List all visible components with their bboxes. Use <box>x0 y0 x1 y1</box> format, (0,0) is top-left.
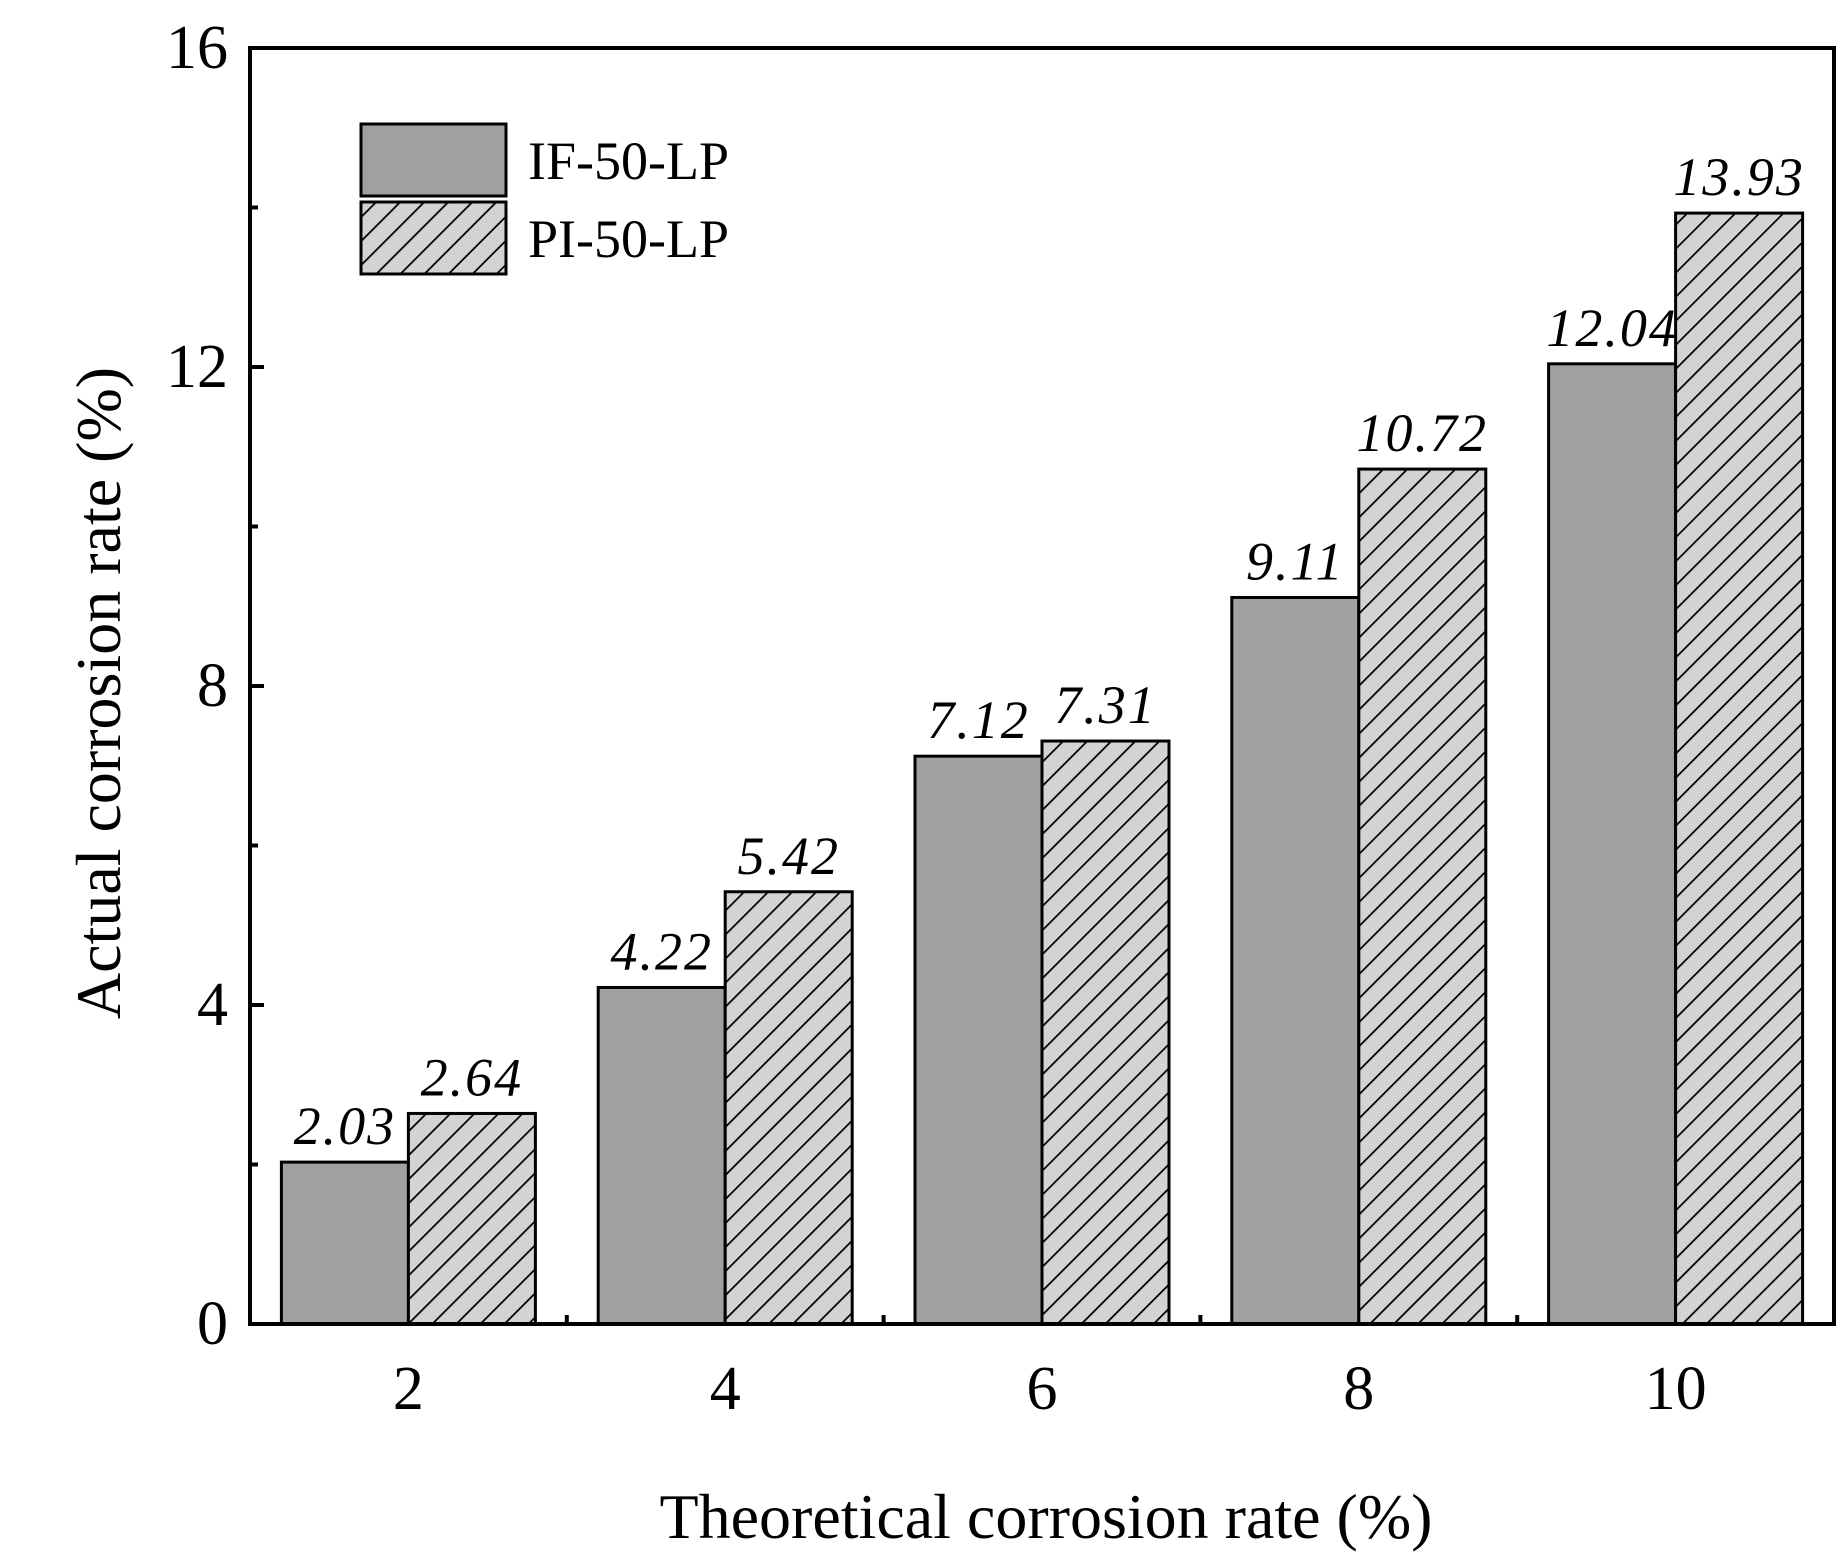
bar-if-50-lp-4 <box>596 985 727 1326</box>
bar-pi-50-lp-10 <box>1674 211 1805 1326</box>
bar-pi-50-lp-2 <box>406 1111 537 1326</box>
data-label-pi-50-lp-4: 5.42 <box>737 826 840 886</box>
data-label-if-50-lp-10: 12.04 <box>1546 298 1678 358</box>
y-tick-label: 12 <box>166 333 228 401</box>
x-axis-title: Theoretical corrosion rate (%) <box>660 1481 1433 1552</box>
bar-pi-50-lp-8 <box>1357 467 1488 1326</box>
x-tick-label-10: 10 <box>1645 1355 1707 1423</box>
legend-swatch-pi-50-lp <box>359 200 508 276</box>
data-label-pi-50-lp-10: 13.93 <box>1673 147 1805 207</box>
data-label-pi-50-lp-6: 7.31 <box>1054 675 1157 735</box>
legend-label-pi-50-lp: PI-50-LP <box>528 209 729 269</box>
data-label-if-50-lp-8: 9.11 <box>1246 531 1345 591</box>
bar-pi-50-lp-4 <box>723 890 854 1326</box>
x-tick-label-2: 2 <box>393 1355 424 1423</box>
data-label-if-50-lp-2: 2.03 <box>294 1096 397 1156</box>
bar-if-50-lp-10 <box>1547 362 1678 1326</box>
legend-label-if-50-lp: IF-50-LP <box>528 131 729 191</box>
y-tick-label: 4 <box>197 971 228 1039</box>
bar-if-50-lp-8 <box>1230 595 1361 1326</box>
plot-area: 2.03 2.64 4.22 5.42 7.12 7.31 9.11 10.72 12.04 13… <box>166 14 1836 1423</box>
y-tick-label: 8 <box>197 652 228 720</box>
x-tick-label-6: 6 <box>1027 1355 1058 1423</box>
x-tick-label-4: 4 <box>710 1355 741 1423</box>
bar-pi-50-lp-6 <box>1040 739 1171 1326</box>
data-label-pi-50-lp-2: 2.64 <box>421 1047 524 1107</box>
data-label-if-50-lp-4: 4.22 <box>610 921 713 981</box>
x-tick-label-8: 8 <box>1343 1355 1374 1423</box>
y-tick-label: 0 <box>197 1290 228 1358</box>
bar-if-50-lp-2 <box>279 1160 410 1326</box>
y-axis-title: Actual corrosion rate (%) <box>63 367 134 1019</box>
legend: IF-50-LP PI-50-LP <box>359 122 729 276</box>
data-label-pi-50-lp-8: 10.72 <box>1357 403 1489 463</box>
legend-swatch-if-50-lp <box>359 122 508 198</box>
y-tick-label: 16 <box>166 14 228 82</box>
bar-if-50-lp-6 <box>913 754 1044 1326</box>
data-label-if-50-lp-6: 7.12 <box>927 690 1030 750</box>
